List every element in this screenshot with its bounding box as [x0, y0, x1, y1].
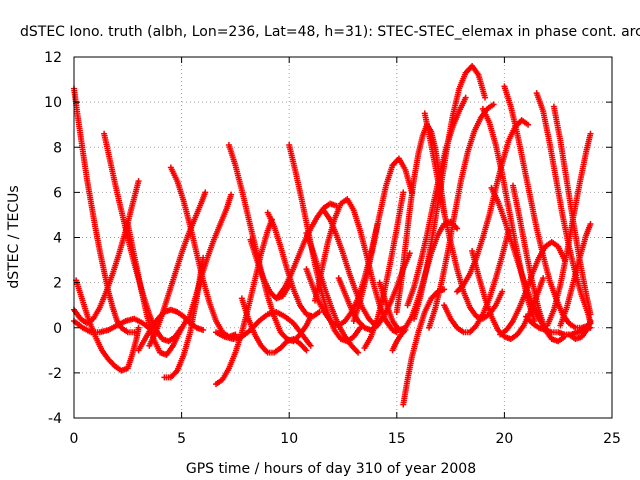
data-point	[202, 189, 209, 196]
data-point	[355, 349, 362, 356]
y-tick-label: 4	[53, 231, 62, 247]
data-series	[426, 101, 497, 331]
data-point	[400, 189, 407, 196]
y-tick-label: 10	[44, 95, 62, 111]
data-point	[540, 275, 547, 282]
data-point	[135, 324, 142, 331]
y-tick-label: 8	[53, 140, 62, 156]
x-tick-label: 15	[388, 431, 406, 447]
data-series	[488, 184, 551, 336]
data-point	[482, 94, 489, 101]
x-axis-label: GPS time / hours of day 310 of year 2008	[186, 461, 476, 477]
grid	[74, 57, 612, 418]
data-point	[135, 178, 142, 185]
data-series	[350, 155, 415, 324]
data-point	[454, 225, 461, 232]
y-tick-label: 12	[44, 50, 62, 66]
x-tick-label: 0	[70, 431, 79, 447]
chart-title: dSTEC Iono. truth (albh, Lon=236, Lat=48…	[20, 24, 640, 40]
data-series	[275, 200, 340, 300]
x-tick-label: 10	[280, 431, 298, 447]
x-tick-label: 25	[603, 431, 621, 447]
data-series	[213, 216, 275, 388]
data-point	[316, 308, 323, 315]
data-series	[441, 227, 512, 336]
data-points	[71, 63, 594, 408]
data-point	[228, 191, 235, 198]
y-tick-label: -2	[48, 366, 62, 382]
x-tick-label: 5	[177, 431, 186, 447]
data-point	[490, 101, 497, 108]
data-point	[402, 327, 409, 334]
y-tick-label: -4	[48, 411, 62, 427]
data-point	[303, 347, 310, 354]
data-point	[525, 121, 532, 128]
data-series	[411, 63, 489, 322]
data-point	[462, 94, 469, 101]
data-series	[146, 189, 209, 349]
x-tick-label: 20	[495, 431, 513, 447]
data-series	[185, 191, 235, 324]
data-point	[307, 342, 314, 349]
y-tick-label: 6	[53, 185, 62, 201]
data-series	[404, 94, 469, 309]
y-tick-label: 2	[53, 276, 62, 292]
data-series	[533, 90, 594, 327]
data-point	[499, 288, 506, 295]
data-series	[238, 295, 310, 356]
data-point	[406, 250, 413, 257]
y-axis-label: dSTEC / TECUs	[6, 185, 22, 288]
data-series	[118, 324, 138, 336]
data-point	[200, 327, 207, 334]
data-series	[389, 327, 409, 354]
y-tick-label: 0	[53, 321, 62, 337]
data-point	[131, 329, 138, 336]
data-series	[247, 236, 293, 302]
data-series	[303, 229, 362, 356]
data-series	[400, 286, 448, 408]
